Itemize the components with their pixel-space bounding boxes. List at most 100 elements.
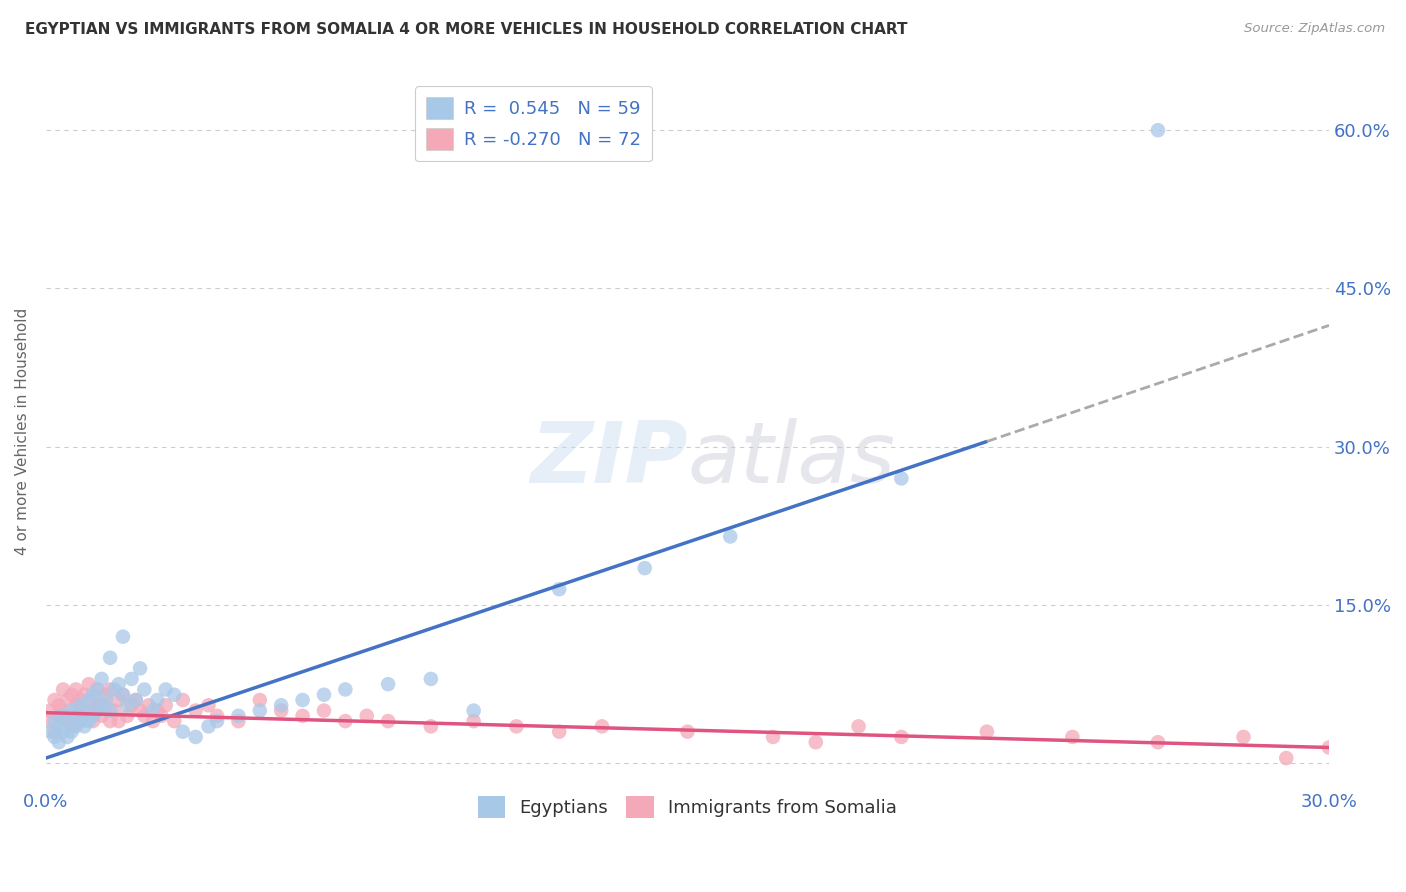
Point <box>804 735 827 749</box>
Point <box>94 688 117 702</box>
Point <box>1232 730 1254 744</box>
Point <box>129 661 152 675</box>
Point <box>155 698 177 713</box>
Point <box>73 688 96 702</box>
Point <box>73 704 96 718</box>
Point <box>184 730 207 744</box>
Point <box>228 709 250 723</box>
Point <box>676 724 699 739</box>
Point <box>1317 740 1340 755</box>
Point <box>138 698 160 713</box>
Point <box>377 677 399 691</box>
Point <box>48 698 70 713</box>
Point <box>463 714 485 728</box>
Point <box>890 730 912 744</box>
Point <box>86 698 108 713</box>
Point <box>228 714 250 728</box>
Point <box>142 714 165 728</box>
Point <box>86 682 108 697</box>
Point <box>48 709 70 723</box>
Y-axis label: 4 or more Vehicles in Household: 4 or more Vehicles in Household <box>15 308 30 555</box>
Point <box>505 719 527 733</box>
Point <box>65 709 87 723</box>
Point <box>94 698 117 713</box>
Point <box>73 709 96 723</box>
Point <box>98 650 121 665</box>
Point <box>197 719 219 733</box>
Point <box>134 709 156 723</box>
Point <box>98 682 121 697</box>
Point <box>762 730 785 744</box>
Point <box>86 704 108 718</box>
Point <box>65 682 87 697</box>
Point <box>69 698 91 713</box>
Point <box>142 704 165 718</box>
Point <box>69 714 91 728</box>
Point <box>69 714 91 728</box>
Point <box>82 688 104 702</box>
Point <box>197 698 219 713</box>
Point <box>548 724 571 739</box>
Point <box>107 693 129 707</box>
Point <box>848 719 870 733</box>
Point <box>44 714 66 728</box>
Point <box>60 688 83 702</box>
Text: EGYPTIAN VS IMMIGRANTS FROM SOMALIA 4 OR MORE VEHICLES IN HOUSEHOLD CORRELATION : EGYPTIAN VS IMMIGRANTS FROM SOMALIA 4 OR… <box>25 22 908 37</box>
Point <box>44 693 66 707</box>
Point <box>90 672 112 686</box>
Point <box>103 682 125 697</box>
Point <box>94 693 117 707</box>
Point <box>69 693 91 707</box>
Point <box>1062 730 1084 744</box>
Point <box>77 704 100 718</box>
Point <box>976 724 998 739</box>
Point <box>121 698 143 713</box>
Point <box>134 682 156 697</box>
Point <box>312 704 335 718</box>
Point <box>60 719 83 733</box>
Point <box>249 693 271 707</box>
Point <box>1147 123 1170 137</box>
Text: Source: ZipAtlas.com: Source: ZipAtlas.com <box>1244 22 1385 36</box>
Point <box>115 698 138 713</box>
Point <box>82 693 104 707</box>
Point <box>82 714 104 728</box>
Point <box>591 719 613 733</box>
Point <box>52 704 75 718</box>
Point <box>312 688 335 702</box>
Point <box>52 724 75 739</box>
Point <box>270 704 292 718</box>
Point <box>98 704 121 718</box>
Point <box>419 672 441 686</box>
Point <box>52 682 75 697</box>
Point <box>419 719 441 733</box>
Point <box>377 714 399 728</box>
Point <box>39 704 62 718</box>
Point <box>65 719 87 733</box>
Point <box>205 714 228 728</box>
Point <box>125 693 148 707</box>
Point <box>60 704 83 718</box>
Point <box>77 677 100 691</box>
Legend: Egyptians, Immigrants from Somalia: Egyptians, Immigrants from Somalia <box>471 789 904 825</box>
Point <box>463 704 485 718</box>
Text: atlas: atlas <box>688 417 896 500</box>
Point <box>90 698 112 713</box>
Point <box>249 704 271 718</box>
Point <box>56 714 79 728</box>
Point <box>115 709 138 723</box>
Point <box>44 724 66 739</box>
Point <box>107 677 129 691</box>
Point <box>172 724 194 739</box>
Point <box>44 730 66 744</box>
Point <box>291 693 314 707</box>
Point <box>86 682 108 697</box>
Point <box>56 730 79 744</box>
Point <box>65 698 87 713</box>
Point <box>90 709 112 723</box>
Point <box>121 672 143 686</box>
Point <box>356 709 378 723</box>
Point <box>291 709 314 723</box>
Point <box>146 704 169 718</box>
Point <box>111 688 134 702</box>
